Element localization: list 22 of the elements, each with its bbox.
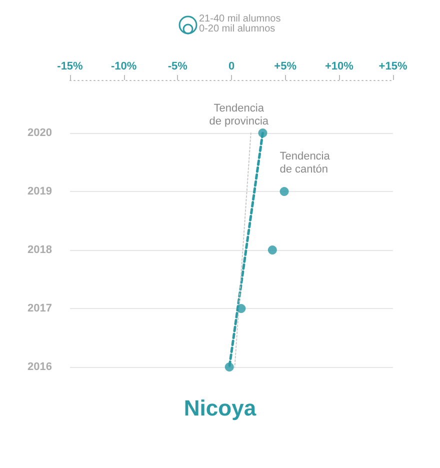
y-tick-label: 2017 xyxy=(28,302,52,314)
point xyxy=(258,128,268,138)
text: 0-20 mil alumnos xyxy=(199,24,276,34)
series-label: Tendencia de provincia xyxy=(209,102,270,128)
x-tick-label: +5% xyxy=(274,60,297,72)
series-label: Tendencia de cantón xyxy=(280,150,331,176)
x-tick-label: 0 xyxy=(228,60,235,72)
text: 21-40 mil alumnos xyxy=(199,14,281,24)
x-tick-label: -10% xyxy=(110,60,137,72)
x-tick-label: -5% xyxy=(168,60,188,72)
point xyxy=(280,187,289,196)
y-tick-label: 2019 xyxy=(28,186,52,198)
x-tick-label: +15% xyxy=(378,60,408,72)
y-tick-label: 2016 xyxy=(28,361,52,373)
x-tick-label: +10% xyxy=(324,60,354,72)
point xyxy=(224,362,234,372)
point xyxy=(268,246,277,254)
y-tick-label: 2018 xyxy=(28,244,52,256)
y-tick-label: 2020 xyxy=(28,127,52,139)
point xyxy=(236,304,246,313)
x-tick-label: -15% xyxy=(57,60,84,72)
text: Nicoya xyxy=(184,396,257,420)
